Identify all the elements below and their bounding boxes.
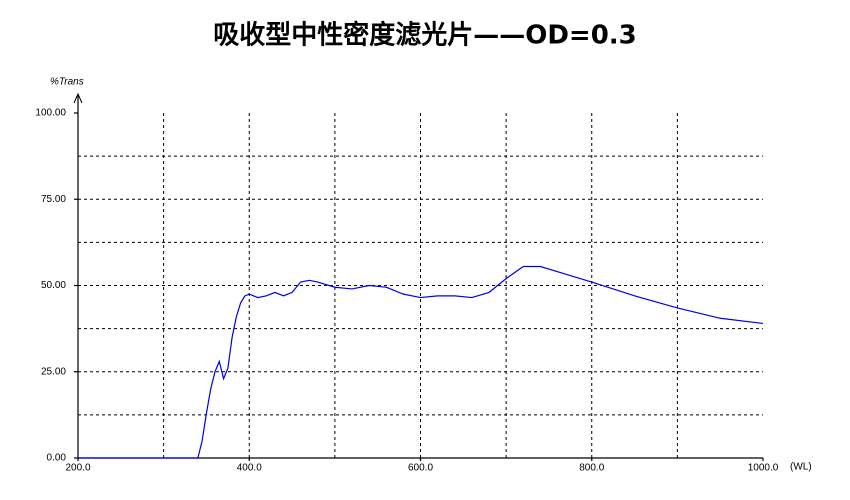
y-axis-label: %Trans bbox=[50, 77, 84, 88]
y-tick-label: 100.00 bbox=[35, 108, 66, 119]
y-axis-arrow bbox=[73, 92, 83, 104]
x-tick-label: 400.0 bbox=[237, 463, 262, 474]
chart-title: 吸收型中性密度滤光片——OD=0.3 bbox=[213, 20, 637, 51]
y-tick-label: 0.00 bbox=[47, 453, 67, 464]
x-tick-label: 200.0 bbox=[65, 463, 90, 474]
x-tick-label: 600.0 bbox=[408, 463, 433, 474]
x-tick-label: 1000.0 bbox=[748, 463, 779, 474]
x-tick-label: 800.0 bbox=[579, 463, 604, 474]
y-tick-label: 25.00 bbox=[41, 366, 66, 377]
y-tick-label: 75.00 bbox=[41, 194, 66, 205]
data-line bbox=[78, 265, 764, 459]
y-tick-label: 50.00 bbox=[41, 280, 66, 291]
x-axis-label: (WL) bbox=[790, 462, 812, 473]
